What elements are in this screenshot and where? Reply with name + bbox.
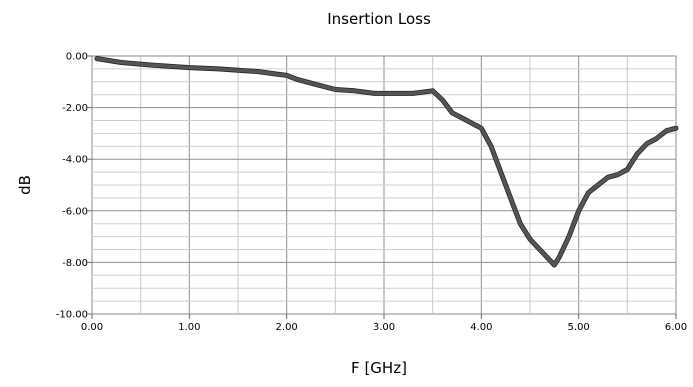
y-tick-label: -10.00 xyxy=(56,310,88,321)
grid xyxy=(92,56,676,314)
y-tick-label: -6.00 xyxy=(62,206,88,217)
x-tick-label: 5.00 xyxy=(568,322,590,333)
x-tick-label: 1.00 xyxy=(178,322,200,333)
y-axis-ticks: 0.00 -2.00 -4.00 -6.00 -8.00 -10.00 xyxy=(56,52,92,321)
x-axis-ticks: 0.00 1.00 2.00 3.00 4.00 5.00 6.00 xyxy=(81,314,687,333)
x-axis-label: F [GHz] xyxy=(351,359,407,377)
series-group xyxy=(94,56,679,268)
y-tick-label: 0.00 xyxy=(66,52,88,63)
y-tick-label: -8.00 xyxy=(62,258,88,269)
y-tick-label: -4.00 xyxy=(62,155,88,166)
series-line xyxy=(95,56,678,267)
y-tick-label: -2.00 xyxy=(62,103,88,114)
x-tick-label: 3.00 xyxy=(373,322,395,333)
x-tick-label: 6.00 xyxy=(665,322,687,333)
chart-title: Insertion Loss xyxy=(327,10,431,28)
x-tick-label: 4.00 xyxy=(470,322,492,333)
x-tick-label: 0.00 xyxy=(81,322,103,333)
y-axis-label: dB xyxy=(16,175,34,195)
x-tick-label: 2.00 xyxy=(276,322,298,333)
